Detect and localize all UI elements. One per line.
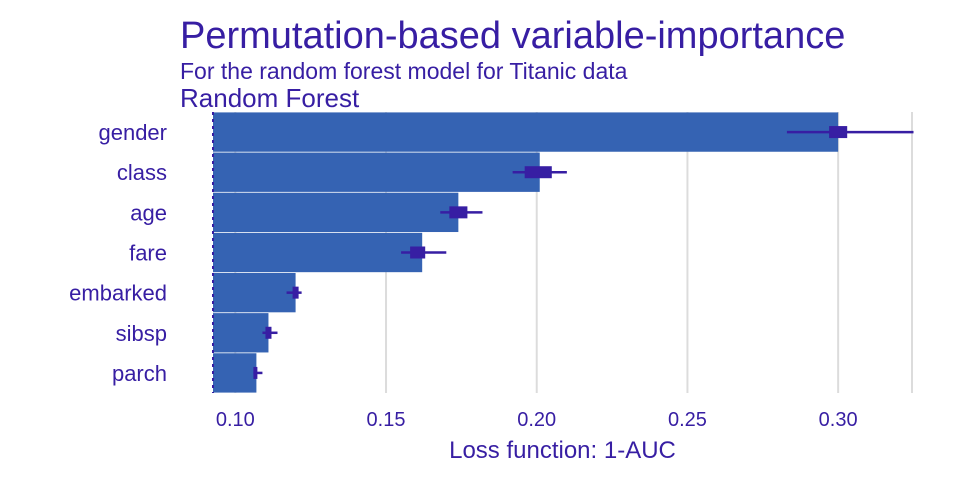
x-tick-label: 0.15 <box>367 409 406 431</box>
y-tick-label: gender <box>98 120 167 145</box>
box-age <box>449 206 468 219</box>
bar-parch <box>213 353 257 393</box>
box-fare <box>410 246 426 259</box>
bar-fare <box>213 232 423 273</box>
bar-gender <box>213 112 839 152</box>
y-tick-label: embarked <box>69 281 167 306</box>
box-sibsp <box>265 326 272 339</box>
box-gender <box>829 126 848 139</box>
y-tick-label: sibsp <box>116 321 167 346</box>
chart-subtitle: For the random forest model for Titanic … <box>180 58 628 84</box>
x-tick-label: 0.10 <box>216 409 255 431</box>
box-parch <box>253 366 258 379</box>
x-tick-label: 0.20 <box>517 409 556 431</box>
chart-title: Permutation-based variable-importance <box>180 15 846 57</box>
bar-embarked <box>213 272 296 313</box>
box-class <box>524 166 552 179</box>
x-axis-label: Loss function: 1-AUC <box>449 437 676 464</box>
bar-sibsp <box>213 313 269 353</box>
y-tick-label: fare <box>129 241 167 266</box>
y-tick-label: age <box>130 200 167 225</box>
x-tick-label: 0.30 <box>819 409 858 431</box>
x-tick-label: 0.25 <box>668 409 707 431</box>
bar-class <box>213 152 540 192</box>
box-embarked <box>292 286 299 299</box>
y-tick-label: class <box>117 160 167 185</box>
y-tick-label: parch <box>112 361 167 386</box>
model-label: Random Forest <box>180 83 360 113</box>
bar-age <box>213 192 459 233</box>
